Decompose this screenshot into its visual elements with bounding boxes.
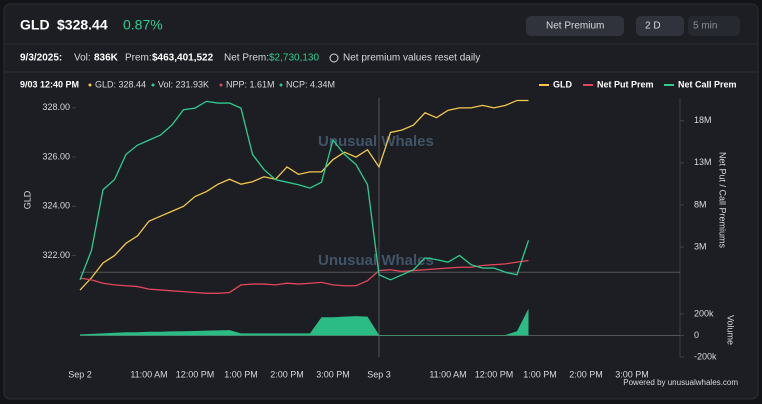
volume-tick-label: -200k <box>694 351 717 361</box>
status-vol: Vol: 231.93K <box>158 79 209 89</box>
metric-button[interactable] <box>526 16 624 36</box>
info-prem: $463,401,522 <box>152 53 214 64</box>
legend-label: Net Put Prem <box>597 79 654 89</box>
volume-area <box>80 308 529 336</box>
interval-button[interactable] <box>688 16 740 36</box>
dot <box>219 83 223 87</box>
y-tick-label: 324.00 <box>42 201 70 211</box>
x-tick-label: 2:00 PM <box>270 369 304 379</box>
status-gld: GLD: 328.44 <box>95 79 146 89</box>
x-tick-label: 12:00 PM <box>176 369 215 379</box>
range-button[interactable] <box>636 16 684 36</box>
footer: Powered by unusualwhales.com <box>623 378 738 387</box>
range-label: 2 D <box>645 21 661 32</box>
dot <box>279 83 283 87</box>
series-line <box>79 259 529 294</box>
info-note: Net premium values reset daily <box>343 53 480 64</box>
x-tick-label: Sep 3 <box>367 369 391 379</box>
status-npp: NPP: 1.61M <box>226 79 275 89</box>
y2-tick-label: 3M <box>694 241 707 251</box>
info-vol-label: Vol: <box>74 53 91 64</box>
x-tick-label: 2:00 PM <box>569 369 603 379</box>
volume-axis-label: Volume <box>726 315 736 345</box>
status-time: 9/03 12:40 PM <box>20 79 79 89</box>
legend-label: GLD <box>553 79 572 89</box>
price: $328.44 <box>57 17 108 33</box>
change: 0.87% <box>123 17 163 33</box>
panel <box>3 3 759 400</box>
y2-tick-label: 18M <box>694 115 712 125</box>
metric-label: Net Premium <box>546 21 604 32</box>
dot <box>88 83 92 87</box>
legend-label: Net Call Prem <box>678 79 737 89</box>
info-date: 9/3/2025: <box>20 53 62 64</box>
x-tick-label: 3:00 PM <box>316 369 350 379</box>
info-icon <box>329 53 339 63</box>
interval-label: 5 min <box>693 21 717 32</box>
x-tick-label: 1:00 PM <box>523 369 557 379</box>
x-tick-label: 1:00 PM <box>224 369 258 379</box>
y2-axis-label: Net Put / Call Premiums <box>718 152 728 249</box>
watermark: Unusual Whales <box>318 252 434 269</box>
x-tick-label: 11:00 AM <box>429 369 466 379</box>
dot <box>151 83 155 87</box>
series-line <box>79 100 530 281</box>
status-ncp: NCP: 4.34M <box>286 79 335 89</box>
info-vol: 836K <box>94 53 119 64</box>
watermark: Unusual Whales <box>318 133 434 150</box>
x-tick-label: 11:00 AM <box>130 369 167 379</box>
x-tick-label: 3:00 PM <box>615 369 649 379</box>
x-tick-label: Sep 2 <box>68 369 92 379</box>
y-tick-label: 328.00 <box>42 102 70 112</box>
y2-tick-label: 8M <box>694 199 707 209</box>
y-tick-label: 326.00 <box>42 151 70 161</box>
info-net-prem: $2,730,130 <box>269 53 319 64</box>
info-prem-label: Prem: <box>125 53 152 64</box>
y-tick-label: 322.00 <box>42 250 70 260</box>
y-axis-label: GLD <box>22 190 32 209</box>
symbol: GLD <box>20 17 50 33</box>
y2-tick-label: 13M <box>694 157 712 167</box>
x-tick-label: 12:00 PM <box>475 369 514 379</box>
series-line <box>79 99 529 291</box>
volume-tick-label: 200k <box>694 308 714 318</box>
info-net-prem-label: Net Prem: <box>224 53 269 64</box>
volume-tick-label: 0 <box>694 330 699 340</box>
